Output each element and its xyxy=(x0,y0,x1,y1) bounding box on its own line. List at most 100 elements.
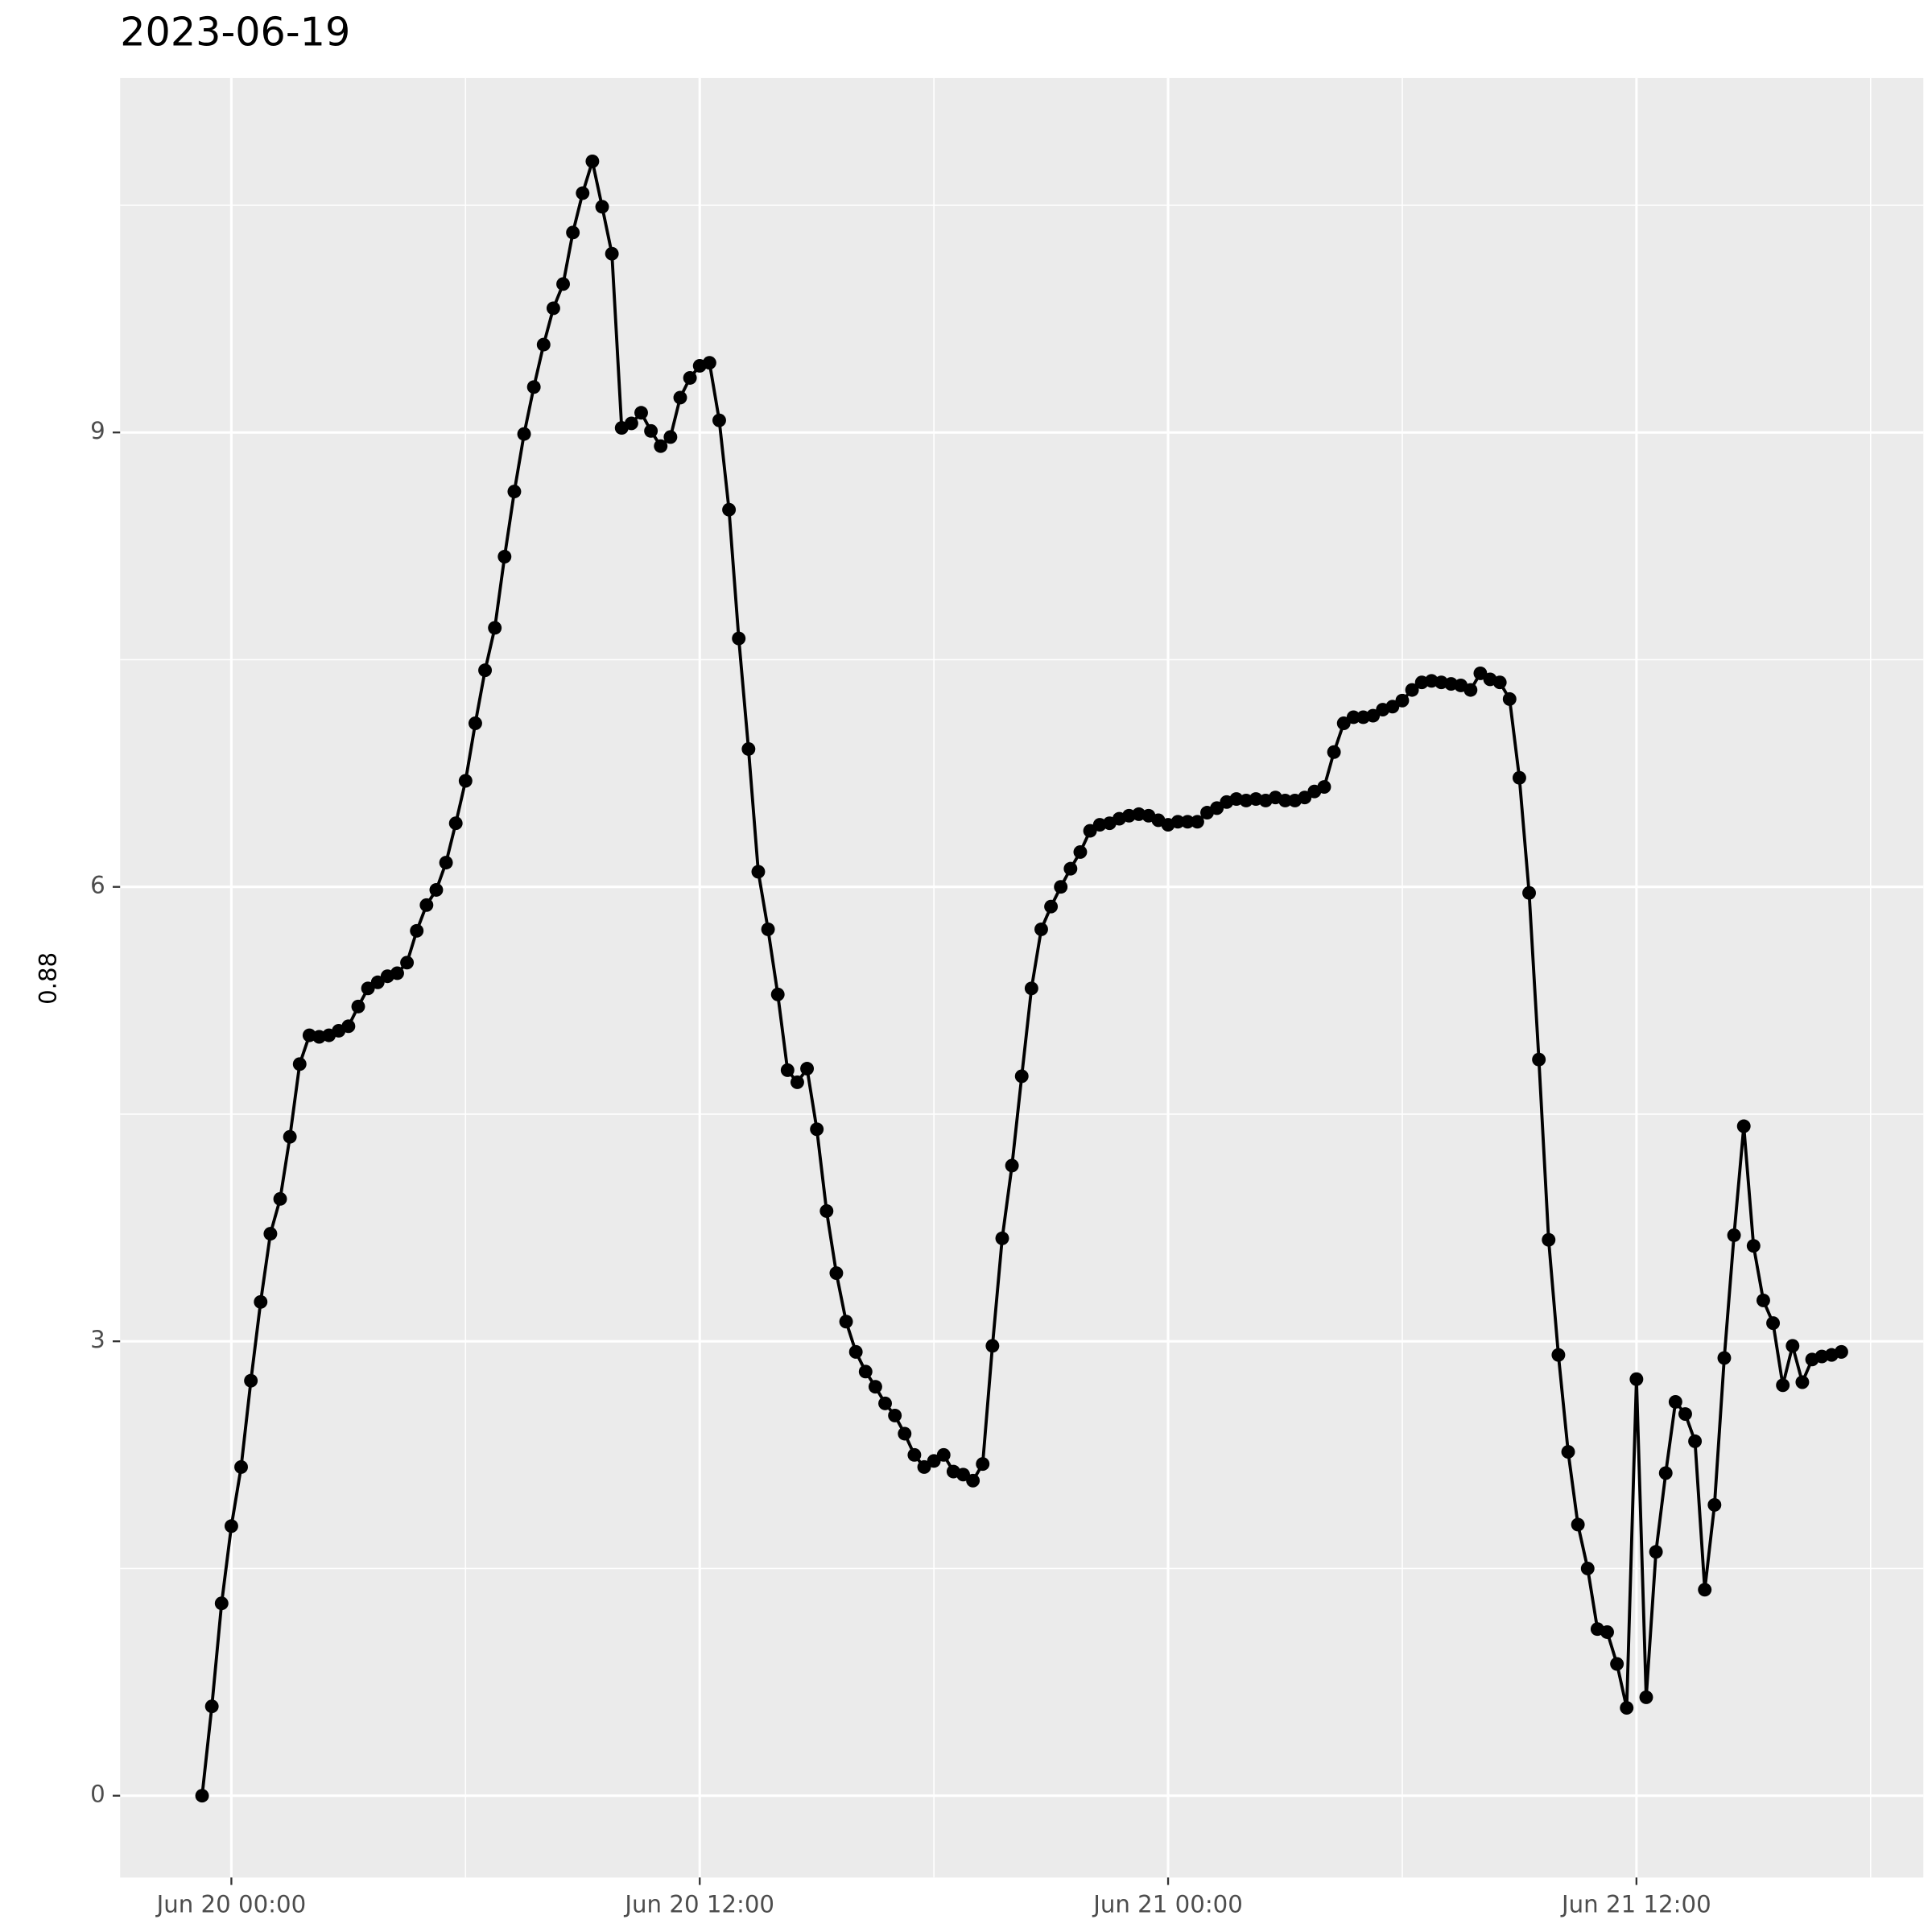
point xyxy=(888,1408,902,1422)
point xyxy=(712,413,726,427)
point xyxy=(732,631,746,646)
point xyxy=(936,1447,951,1462)
point xyxy=(673,390,687,405)
point xyxy=(1707,1497,1722,1512)
point xyxy=(526,380,541,394)
plot-area xyxy=(195,154,1848,1803)
point xyxy=(1776,1378,1790,1393)
point xyxy=(234,1459,248,1474)
point xyxy=(1795,1375,1810,1389)
point xyxy=(448,816,463,831)
point xyxy=(1785,1339,1800,1353)
point xyxy=(663,430,678,444)
point xyxy=(468,716,482,730)
point xyxy=(624,416,638,431)
point xyxy=(654,439,668,453)
point xyxy=(848,1344,863,1359)
point xyxy=(263,1227,278,1241)
point xyxy=(507,485,522,499)
point xyxy=(224,1519,238,1534)
point xyxy=(390,966,404,980)
point xyxy=(1512,770,1526,785)
point xyxy=(458,774,473,788)
point xyxy=(605,246,619,261)
point xyxy=(683,371,697,385)
point xyxy=(1385,700,1400,714)
point xyxy=(1405,683,1419,697)
point xyxy=(1756,1293,1770,1307)
point xyxy=(576,186,590,200)
point xyxy=(1736,1119,1751,1133)
point xyxy=(1083,824,1097,838)
point xyxy=(1336,716,1351,730)
point xyxy=(1502,691,1517,706)
point xyxy=(1561,1445,1575,1459)
point xyxy=(1698,1583,1712,1597)
point xyxy=(1522,886,1536,900)
point xyxy=(1063,861,1078,876)
x-tick-label: Jun 20 00:00 xyxy=(155,1891,307,1918)
point xyxy=(1034,922,1048,936)
point xyxy=(976,1457,990,1472)
point xyxy=(702,356,716,370)
point xyxy=(283,1129,297,1144)
point xyxy=(995,1231,1009,1245)
point xyxy=(361,981,375,996)
y-tick-label: 3 xyxy=(90,1326,105,1353)
point xyxy=(790,1075,804,1089)
point xyxy=(868,1380,882,1394)
axes: 0 3 6 9 Jun 20 00:00 Jun 20 12:00 Jun 21 00:00… xyxy=(90,417,1711,1918)
point xyxy=(254,1294,268,1309)
x-tick-label: Jun 20 12:00 xyxy=(623,1891,774,1918)
point xyxy=(1620,1701,1634,1715)
point xyxy=(1532,1052,1546,1067)
point xyxy=(351,999,365,1013)
point xyxy=(858,1364,873,1379)
point xyxy=(566,225,580,240)
point xyxy=(770,987,785,1001)
point xyxy=(497,550,512,564)
point xyxy=(917,1459,931,1474)
point xyxy=(1551,1348,1566,1362)
point xyxy=(1014,1069,1029,1084)
point xyxy=(966,1473,980,1488)
point xyxy=(1210,801,1224,815)
point xyxy=(761,922,775,936)
point xyxy=(585,154,600,168)
point xyxy=(644,423,658,438)
point xyxy=(1005,1158,1019,1173)
point xyxy=(1580,1561,1595,1575)
point xyxy=(1073,844,1088,859)
point xyxy=(956,1468,970,1482)
point xyxy=(1317,780,1331,794)
point xyxy=(478,663,493,678)
point xyxy=(517,427,531,441)
point xyxy=(839,1315,853,1329)
point xyxy=(1629,1372,1644,1386)
point xyxy=(1395,693,1410,708)
point xyxy=(400,956,415,970)
point xyxy=(1766,1316,1781,1331)
point xyxy=(1610,1657,1624,1671)
point xyxy=(429,883,444,897)
chart-title: 2023-06-19 xyxy=(120,9,350,56)
point xyxy=(595,200,609,214)
point xyxy=(214,1596,229,1611)
grid xyxy=(120,77,1924,1878)
x-tick-label: Jun 21 12:00 xyxy=(1560,1891,1711,1918)
point xyxy=(536,337,551,352)
point xyxy=(556,277,570,291)
point xyxy=(1717,1351,1732,1365)
point xyxy=(488,621,502,635)
point xyxy=(1834,1344,1848,1359)
point xyxy=(780,1063,795,1077)
point xyxy=(1639,1690,1653,1704)
point xyxy=(907,1447,922,1462)
point xyxy=(1727,1228,1741,1242)
point xyxy=(810,1122,824,1137)
point xyxy=(1600,1625,1614,1639)
point xyxy=(204,1699,219,1714)
point xyxy=(1463,683,1478,697)
